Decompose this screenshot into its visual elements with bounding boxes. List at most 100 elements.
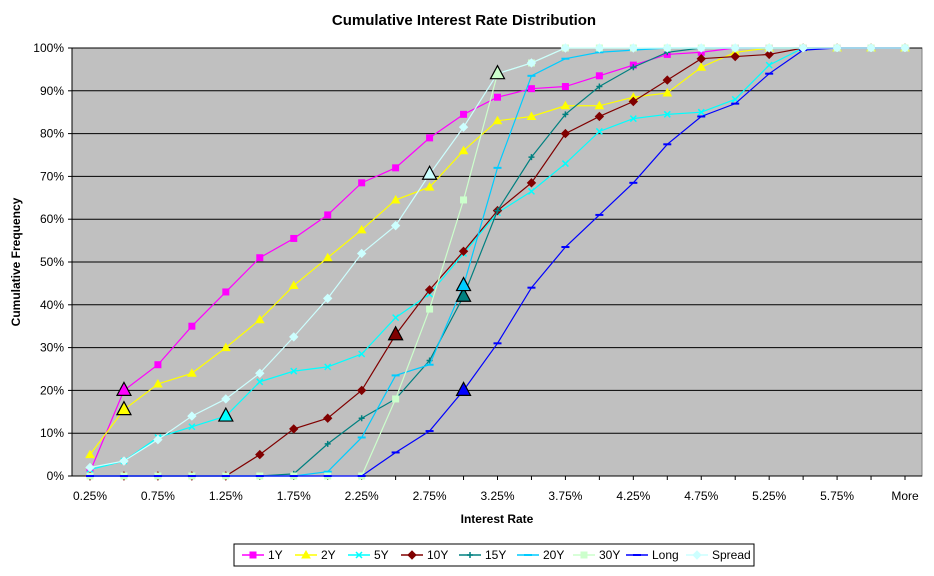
data-point — [560, 128, 571, 139]
data-point — [256, 254, 264, 262]
data-point — [560, 100, 571, 110]
data-point — [222, 288, 230, 296]
data-point — [254, 314, 265, 324]
legend-label: 10Y — [427, 548, 448, 562]
x-tick-label: 2.25% — [345, 489, 379, 503]
data-point — [764, 43, 774, 53]
data-point — [390, 194, 401, 204]
data-point — [356, 248, 367, 259]
data-point — [628, 96, 639, 107]
data-point — [324, 211, 332, 219]
highlight-marker-15y — [455, 286, 472, 302]
data-point — [696, 62, 707, 71]
data-point — [356, 385, 367, 396]
legend: 1Y 2Y 5Y 10Y 15Y 20Y 30Y Long Spread — [233, 543, 755, 567]
legend-box — [233, 543, 755, 567]
legend-label: 1Y — [268, 548, 283, 562]
x-tick-label: 5.75% — [820, 489, 854, 503]
data-point — [356, 224, 367, 234]
data-point — [458, 246, 469, 257]
x-tick-label: 3.25% — [480, 489, 514, 503]
x-tick-label: 4.75% — [684, 489, 718, 503]
data-point — [526, 58, 537, 68]
legend-label: Spread — [712, 548, 751, 562]
data-point — [662, 43, 672, 53]
data-point — [594, 111, 605, 122]
data-point — [494, 93, 501, 101]
y-tick-label: 80% — [40, 127, 64, 141]
data-point — [528, 154, 535, 161]
data-point — [730, 43, 740, 53]
data-point — [494, 207, 501, 214]
highlight-marker-long — [455, 381, 472, 396]
data-point — [900, 43, 910, 53]
data-point — [188, 322, 196, 330]
y-tick-label: 100% — [33, 41, 64, 55]
data-point — [630, 64, 637, 71]
y-tick-label: 20% — [40, 383, 64, 397]
data-point — [289, 424, 299, 434]
data-point — [662, 87, 673, 97]
data-point — [358, 350, 366, 358]
data-point — [255, 449, 265, 460]
data-point — [561, 160, 569, 168]
data-point — [628, 43, 639, 53]
series-lines — [85, 42, 910, 481]
legend-marker — [301, 549, 311, 559]
data-point — [119, 456, 129, 466]
data-point — [458, 145, 469, 155]
x-tick-label: 3.75% — [548, 489, 582, 503]
legend-marker — [249, 551, 257, 559]
legend-item-15y: 15Y — [459, 548, 506, 562]
data-point — [324, 440, 331, 447]
highlight-marker-20y — [455, 276, 472, 292]
data-point — [290, 234, 298, 242]
highlight-marker-10y — [387, 325, 404, 341]
data-point — [595, 127, 603, 135]
x-tick-label: 0.75% — [141, 489, 175, 503]
data-point — [188, 423, 196, 431]
y-tick-label: 50% — [40, 255, 64, 269]
data-point — [424, 182, 435, 191]
x-tick-label: 1.75% — [277, 489, 311, 503]
data-point — [527, 85, 535, 93]
data-point — [324, 363, 332, 371]
highlight-marker-30y — [489, 64, 506, 80]
data-point — [256, 378, 264, 386]
data-point — [697, 108, 705, 116]
data-point — [358, 179, 366, 187]
x-tick-label: 2.75% — [413, 489, 447, 503]
highlight-markers — [115, 64, 506, 422]
y-axis: 0% 10% 20% 30% 40% 50% 60% 70% 80% 90% 100% — [33, 41, 73, 483]
y-axis-title: Cumulative Frequency — [9, 197, 23, 326]
legend-marker — [355, 551, 363, 559]
data-point — [323, 413, 333, 423]
data-point — [288, 280, 299, 290]
data-point — [392, 164, 400, 172]
legend-item-2y: 2Y — [295, 548, 336, 562]
data-point — [561, 83, 569, 91]
data-point — [663, 110, 671, 118]
data-point — [153, 434, 163, 445]
legend-item-spread: Spread — [686, 548, 751, 562]
data-point — [322, 252, 333, 262]
data-point — [629, 115, 637, 123]
data-point — [764, 49, 774, 60]
data-point — [390, 220, 401, 231]
legend-marker — [692, 550, 702, 560]
data-point — [424, 285, 435, 295]
legend-item-10y: 10Y — [401, 548, 448, 562]
x-tick-label: 4.25% — [616, 489, 650, 503]
y-tick-label: 0% — [47, 469, 65, 483]
x-tick-label: More — [891, 489, 919, 503]
data-point — [560, 43, 571, 53]
data-point — [392, 314, 400, 322]
data-point — [154, 361, 162, 369]
data-point — [255, 368, 265, 378]
data-point — [323, 293, 333, 304]
chart-title: Cumulative Interest Rate Distribution — [332, 12, 596, 29]
data-point — [187, 411, 197, 421]
data-point — [798, 43, 808, 53]
